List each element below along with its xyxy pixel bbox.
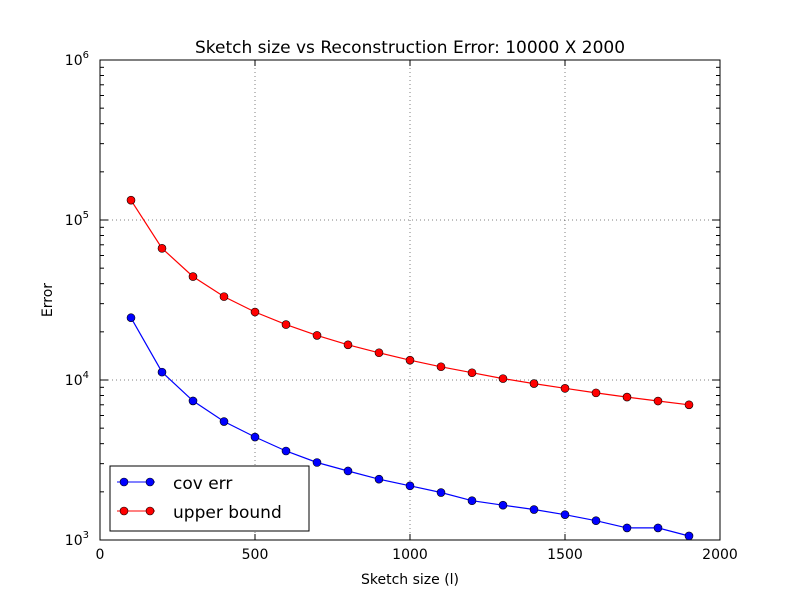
legend-box bbox=[109, 465, 310, 532]
x-tick-label: 2000 bbox=[702, 547, 738, 563]
chart-title: Sketch size vs Reconstruction Error: 100… bbox=[195, 38, 625, 58]
y-tick-exponent: 4 bbox=[83, 370, 89, 381]
y-tick-exponent: 6 bbox=[83, 50, 89, 61]
series-line-upper-bound bbox=[130, 199, 690, 406]
legend-label-cov-err: cov err bbox=[173, 474, 232, 494]
x-tick-label: 500 bbox=[242, 547, 269, 563]
data-point-cov-err bbox=[188, 396, 198, 406]
data-point-upper-bound bbox=[374, 348, 384, 358]
data-point-cov-err bbox=[374, 474, 384, 484]
data-point-cov-err bbox=[250, 432, 260, 442]
data-point-upper-bound bbox=[436, 362, 446, 372]
x-tick-label: 1000 bbox=[392, 547, 428, 563]
data-point-upper-bound bbox=[653, 396, 663, 406]
data-point-cov-err bbox=[281, 446, 291, 456]
data-point-cov-err bbox=[219, 417, 229, 426]
data-point-upper-bound bbox=[126, 195, 136, 205]
data-point-upper-bound bbox=[219, 292, 229, 301]
data-point-upper-bound bbox=[684, 400, 694, 410]
data-point-upper-bound bbox=[498, 374, 508, 383]
data-point-upper-bound bbox=[529, 379, 539, 388]
legend-marker-cov-err bbox=[119, 477, 129, 487]
data-point-upper-bound bbox=[250, 307, 260, 317]
data-point-cov-err bbox=[591, 516, 601, 526]
data-point-cov-err bbox=[126, 313, 136, 323]
data-point-upper-bound bbox=[343, 340, 353, 350]
y-tick-label: 104 bbox=[65, 370, 89, 389]
data-point-cov-err bbox=[343, 466, 353, 476]
legend-marker-cov-err bbox=[145, 477, 155, 487]
data-point-upper-bound bbox=[157, 244, 167, 253]
data-point-upper-bound bbox=[188, 272, 198, 281]
data-point-upper-bound bbox=[560, 384, 570, 393]
grid-lines bbox=[100, 60, 720, 540]
y-tick-exponent: 5 bbox=[83, 210, 89, 221]
legend-marker-upper-bound bbox=[119, 506, 129, 516]
data-point-cov-err bbox=[436, 488, 446, 497]
data-point-cov-err bbox=[498, 500, 508, 510]
x-axis-label: Sketch size (l) bbox=[361, 572, 459, 588]
data-point-cov-err bbox=[653, 523, 663, 533]
y-tick-exponent: 3 bbox=[83, 530, 89, 541]
x-tick-label: 0 bbox=[96, 547, 105, 563]
y-tick-label: 105 bbox=[65, 210, 89, 229]
data-point-upper-bound bbox=[591, 388, 601, 398]
data-point-upper-bound bbox=[622, 392, 632, 402]
legend: cov err upper bound bbox=[109, 465, 310, 532]
y-tick-label: 106 bbox=[65, 50, 89, 69]
y-axis-label: Error bbox=[40, 283, 56, 317]
data-point-cov-err bbox=[312, 458, 322, 467]
data-point-cov-err bbox=[529, 505, 539, 514]
data-point-upper-bound bbox=[467, 368, 477, 378]
series-layer bbox=[126, 195, 694, 541]
data-point-cov-err bbox=[622, 523, 632, 533]
y-tick-label: 103 bbox=[65, 530, 89, 549]
data-point-upper-bound bbox=[281, 320, 291, 329]
data-point-upper-bound bbox=[312, 331, 322, 340]
data-point-cov-err bbox=[405, 481, 415, 491]
data-point-cov-err bbox=[467, 496, 477, 506]
legend-marker-upper-bound bbox=[145, 506, 155, 516]
data-point-cov-err bbox=[560, 510, 570, 519]
data-point-upper-bound bbox=[405, 355, 415, 365]
x-tick-label: 1500 bbox=[547, 547, 583, 563]
legend-label-upper-bound: upper bound bbox=[173, 503, 282, 523]
data-point-cov-err bbox=[684, 531, 694, 541]
data-point-cov-err bbox=[157, 367, 167, 377]
